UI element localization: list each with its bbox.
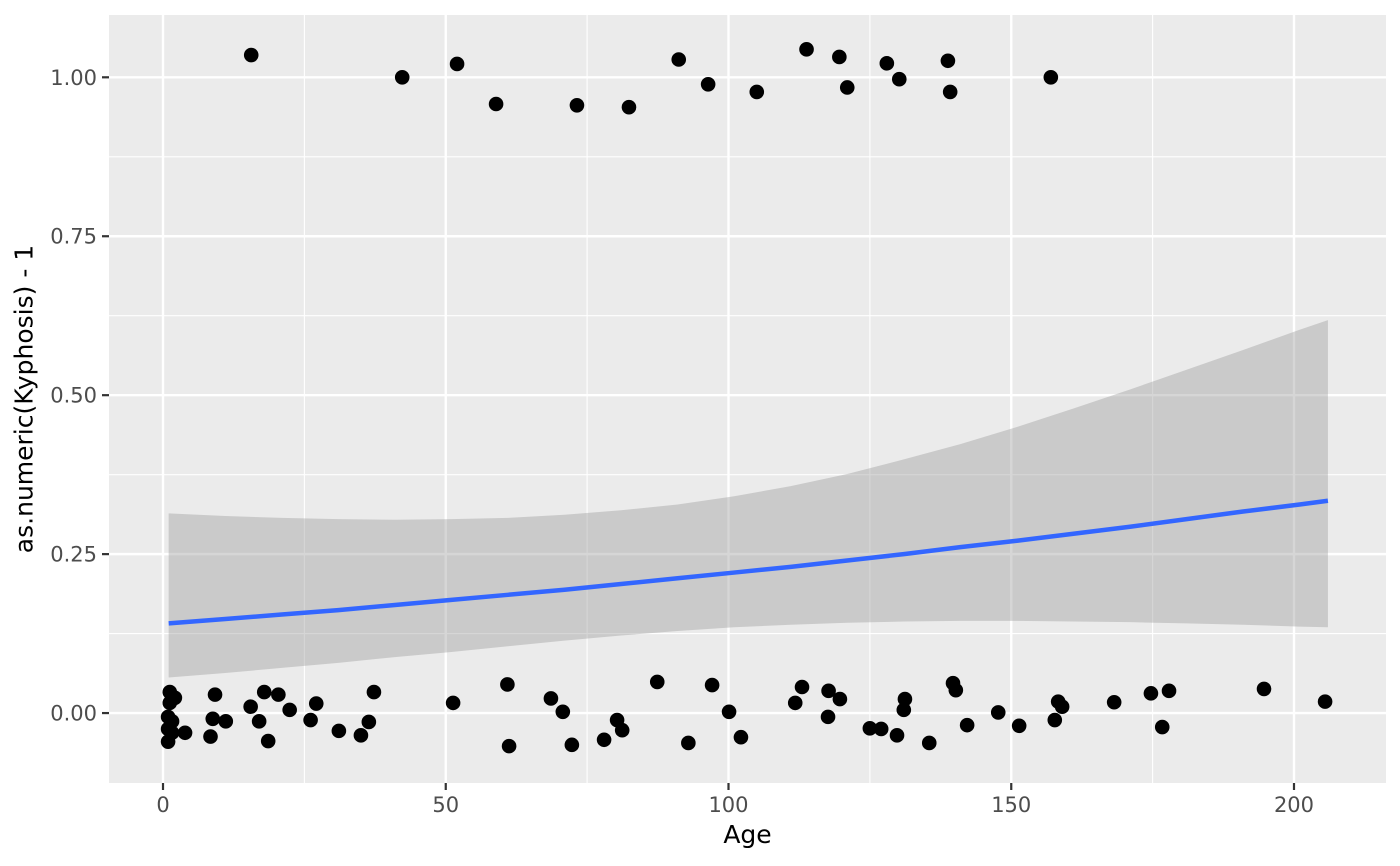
data-point (353, 728, 369, 743)
data-point (218, 714, 234, 729)
y-tick-label: 1.00 (50, 66, 97, 90)
data-point (749, 84, 765, 100)
x-tick-label: 100 (708, 793, 748, 817)
data-point (721, 704, 737, 720)
data-point (1154, 719, 1170, 735)
data-point (555, 704, 571, 720)
data-point (649, 674, 665, 690)
data-point (243, 699, 258, 715)
data-point (896, 702, 912, 718)
data-point (1054, 699, 1070, 715)
x-tick-label: 150 (991, 793, 1031, 817)
data-point (891, 71, 907, 87)
x-tick-label: 50 (432, 793, 459, 817)
data-point (832, 691, 848, 707)
data-point (569, 97, 585, 113)
data-point (681, 735, 696, 751)
y-axis-title: as.numeric(Kyphosis) - 1 (9, 244, 39, 554)
data-point (488, 96, 504, 112)
data-point (366, 684, 382, 700)
data-point (990, 705, 1006, 720)
data-point (700, 76, 716, 92)
data-point (942, 84, 958, 100)
data-point (948, 682, 964, 698)
data-point (501, 738, 517, 754)
data-point (331, 723, 347, 739)
data-point (260, 733, 276, 749)
data-point (832, 49, 847, 65)
x-tick-label: 200 (1274, 793, 1314, 817)
data-point (308, 696, 324, 711)
data-point (394, 70, 410, 85)
data-point (500, 677, 515, 692)
data-point (799, 42, 814, 57)
data-point (862, 721, 878, 736)
data-point (361, 714, 377, 730)
data-point (207, 687, 223, 702)
data-point (1317, 694, 1333, 709)
data-point (256, 684, 272, 700)
data-point (820, 709, 836, 725)
data-point (543, 691, 559, 706)
data-point (671, 52, 687, 67)
data-point (621, 99, 637, 115)
data-point (1106, 694, 1122, 710)
data-point (167, 690, 183, 706)
data-point (839, 80, 855, 95)
data-point (164, 714, 180, 729)
data-point (787, 695, 803, 711)
panel-background (109, 15, 1386, 783)
data-point (177, 725, 193, 741)
data-point (940, 53, 956, 69)
data-point (243, 47, 259, 63)
data-point (1011, 718, 1027, 734)
smooth-line (168, 498, 1329, 626)
data-point (821, 683, 836, 699)
data-point (614, 722, 630, 738)
data-point (164, 725, 180, 741)
data-point (445, 695, 461, 711)
data-point (449, 56, 465, 72)
y-tick-label: 0.25 (50, 543, 97, 567)
data-point (704, 677, 720, 693)
data-point (1043, 70, 1059, 85)
data-point (1161, 683, 1177, 699)
data-point (794, 679, 810, 695)
data-point (564, 737, 580, 753)
confidence-ribbon (168, 320, 1328, 678)
data-point (879, 56, 895, 71)
data-point (203, 729, 218, 744)
data-point (959, 717, 975, 733)
data-point (1143, 686, 1159, 701)
data-point (1047, 712, 1063, 728)
y-tick-label: 0.00 (50, 702, 97, 726)
x-axis-title: Age (723, 820, 772, 849)
data-point (733, 729, 749, 745)
x-tick-label: 0 (156, 793, 169, 817)
data-point (596, 732, 612, 748)
data-point (271, 687, 286, 702)
data-point (205, 711, 221, 727)
data-point (873, 721, 889, 737)
data-point (303, 712, 318, 728)
data-point (897, 691, 913, 707)
data-point (889, 728, 905, 743)
data-point (921, 735, 937, 751)
y-tick-label: 0.50 (50, 384, 97, 408)
data-point (1256, 681, 1272, 697)
data-point (282, 702, 297, 718)
y-tick-label: 0.75 (50, 225, 97, 249)
data-point (251, 714, 267, 729)
